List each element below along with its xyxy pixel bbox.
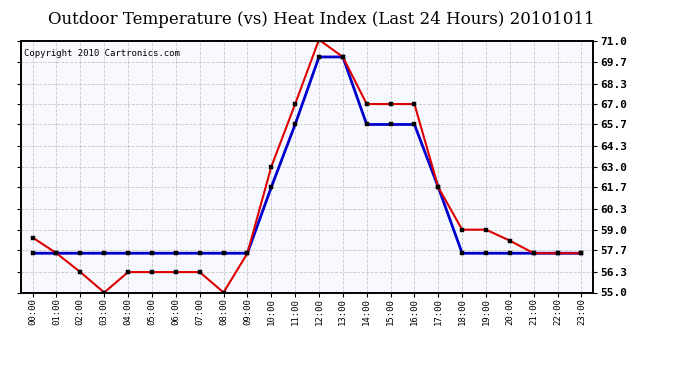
Text: Outdoor Temperature (vs) Heat Index (Last 24 Hours) 20101011: Outdoor Temperature (vs) Heat Index (Las…: [48, 11, 594, 28]
Text: Copyright 2010 Cartronics.com: Copyright 2010 Cartronics.com: [23, 49, 179, 58]
